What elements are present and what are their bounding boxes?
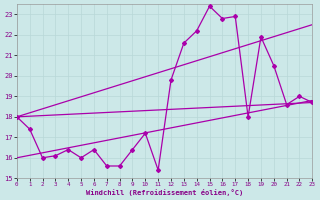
X-axis label: Windchill (Refroidissement éolien,°C): Windchill (Refroidissement éolien,°C)	[86, 189, 243, 196]
